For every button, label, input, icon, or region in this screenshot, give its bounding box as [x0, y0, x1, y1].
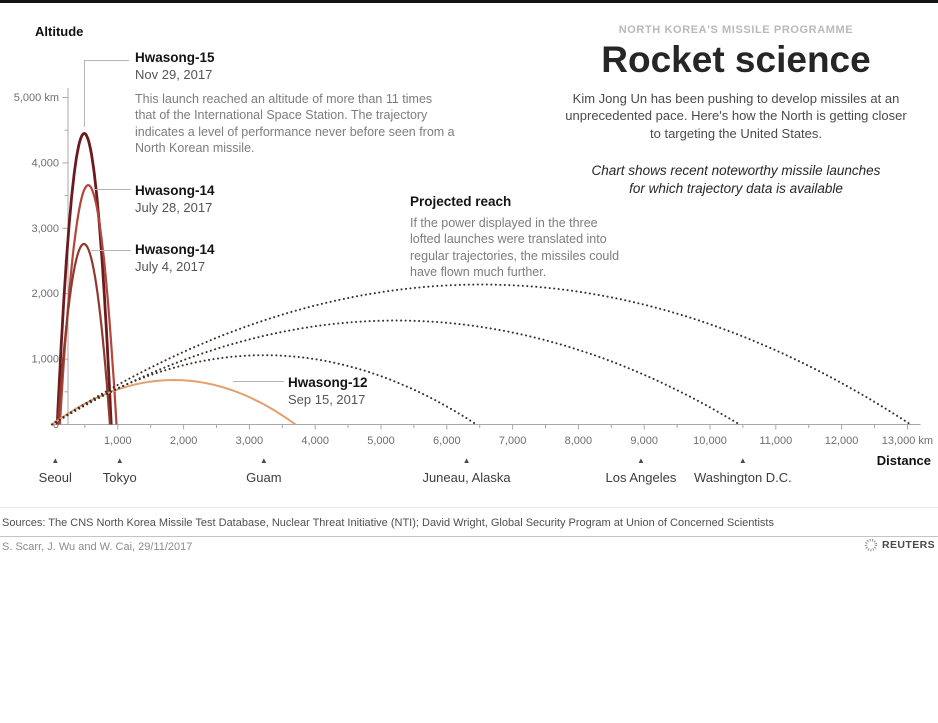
- annotation-hwasong-12: Hwasong-12 Sep 15, 2017: [288, 375, 368, 407]
- y-tick-label: 3,000: [31, 223, 59, 235]
- missile-date: Sep 15, 2017: [288, 392, 366, 407]
- reuters-wordmark: REUTERS: [882, 539, 935, 551]
- city-marker-tokyo: ▲ Tokyo: [102, 456, 137, 486]
- city-marker-juneau-alaska: ▲ Juneau, Alaska: [422, 456, 511, 486]
- city-triangle-icon: ▲: [115, 456, 124, 465]
- y-tick-label: 5,000 km: [14, 92, 59, 104]
- x-tick-label: 10,000: [693, 435, 727, 447]
- leader-line-hwasong-14-jul4: [91, 250, 131, 251]
- trajectory-hwasong-12: [51, 378, 297, 426]
- missile-date: Nov 29, 2017: [135, 67, 213, 82]
- trajectory-projected-hwasong-14-jul28: [51, 319, 741, 426]
- y-axis-title: Altitude: [35, 24, 84, 39]
- x-tick-label: 11,000: [759, 435, 792, 447]
- x-tick-label: 6,000: [433, 435, 461, 447]
- city-label: Tokyo: [102, 470, 137, 485]
- city-marker-washington-d-c-: ▲ Washington D.C.: [694, 456, 792, 486]
- x-tick-label: 7,000: [499, 435, 527, 447]
- city-label: Washington D.C.: [694, 470, 792, 485]
- trajectory-hwasong-15: [55, 132, 113, 425]
- missile-name: Hwasong-14: [135, 183, 215, 198]
- x-tick-label: 2,000: [170, 435, 198, 447]
- city-triangle-icon: ▲: [738, 456, 747, 465]
- leader-line-hwasong-14-jul28: [94, 189, 131, 190]
- missile-name: Hwasong-14: [135, 242, 215, 257]
- leader-line-hwasong-15: [84, 60, 85, 127]
- city-markers-row: ▲ Seoul ▲ Tokyo ▲ Guam ▲ Juneau, Alaska ▲ Los Ang…: [0, 457, 938, 499]
- missile-date: July 28, 2017: [135, 200, 213, 215]
- city-triangle-icon: ▲: [51, 456, 60, 465]
- projected-reach-description: If the power displayed in the three loft…: [410, 216, 620, 279]
- city-marker-los-angeles: ▲ Los Angeles: [605, 456, 677, 486]
- x-tick-label: 3,000: [236, 435, 264, 447]
- y-tick-label: 1,000: [31, 354, 59, 366]
- city-triangle-icon: ▲: [636, 456, 645, 465]
- kicker-text: NORTH KOREA'S MISSILE PROGRAMME: [618, 24, 854, 36]
- x-tick-label: 1,000: [104, 435, 132, 447]
- top-border-bar: [0, 0, 938, 3]
- city-marker-seoul: ▲ Seoul: [38, 456, 72, 486]
- city-label: Seoul: [38, 470, 72, 485]
- x-tick-label: 12,000: [825, 435, 859, 447]
- x-tick-label: 8,000: [565, 435, 593, 447]
- credit-text: S. Scarr, J. Wu and W. Cai, 29/11/2017: [2, 541, 193, 553]
- trajectory-projected-hwasong-15: [51, 283, 912, 426]
- x-axis-title: Distance: [876, 453, 931, 468]
- leader-line-hwasong-15: [84, 60, 129, 61]
- y-tick-label: 0: [53, 419, 59, 431]
- city-marker-guam: ▲ Guam: [246, 456, 282, 486]
- page-title: Rocket science: [601, 39, 871, 80]
- sources-text: Sources: The CNS North Korea Missile Tes…: [2, 517, 774, 529]
- annotation-hwasong-14-jul28: Hwasong-14 July 28, 2017: [135, 183, 215, 215]
- annotation-hwasong-14-jul4: Hwasong-14 July 4, 2017: [135, 242, 215, 274]
- y-tick-label: 4,000: [31, 157, 59, 169]
- missile-description: This launch reached an altitude of more …: [135, 92, 455, 155]
- leader-line-hwasong-12: [233, 381, 284, 382]
- header: NORTH KOREA'S MISSILE PROGRAMME Rocket s…: [560, 24, 912, 198]
- divider-line: [0, 507, 938, 508]
- intro-text: Kim Jong Un has been pushing to develop …: [565, 90, 907, 141]
- x-tick-label: 13,000 km: [882, 435, 933, 447]
- city-label: Los Angeles: [605, 470, 677, 485]
- x-tick-label: 4,000: [301, 435, 329, 447]
- annotation-projected-reach: Projected reach If the power displayed i…: [410, 194, 624, 280]
- y-tick-label: 2,000: [31, 288, 59, 300]
- reuters-sunburst-icon: [864, 538, 878, 552]
- divider-line: [0, 536, 938, 537]
- city-triangle-icon: ▲: [462, 456, 471, 465]
- missile-name: Hwasong-12: [288, 375, 368, 390]
- city-triangle-icon: ▲: [259, 456, 268, 465]
- projected-reach-title: Projected reach: [410, 194, 512, 209]
- trajectory-hwasong-14-jul28: [58, 183, 118, 425]
- missile-date: July 4, 2017: [135, 259, 206, 274]
- missile-name: Hwasong-15: [135, 50, 215, 65]
- x-tick-label: 5,000: [367, 435, 395, 447]
- city-label: Juneau, Alaska: [422, 470, 511, 485]
- x-tick-label: 9,000: [630, 435, 658, 447]
- annotation-hwasong-15: Hwasong-15 Nov 29, 2017 This launch reac…: [135, 50, 455, 156]
- chart-note: Chart shows recent noteworthy missile la…: [591, 163, 881, 197]
- reuters-logo: REUTERS: [864, 538, 935, 552]
- trajectory-hwasong-14-jul4: [56, 242, 111, 425]
- city-label: Guam: [246, 470, 282, 485]
- trajectory-chart: 0 1,000 2,000 3,000 4,000 5,000 km 1,000 2,000 3…: [14, 88, 933, 447]
